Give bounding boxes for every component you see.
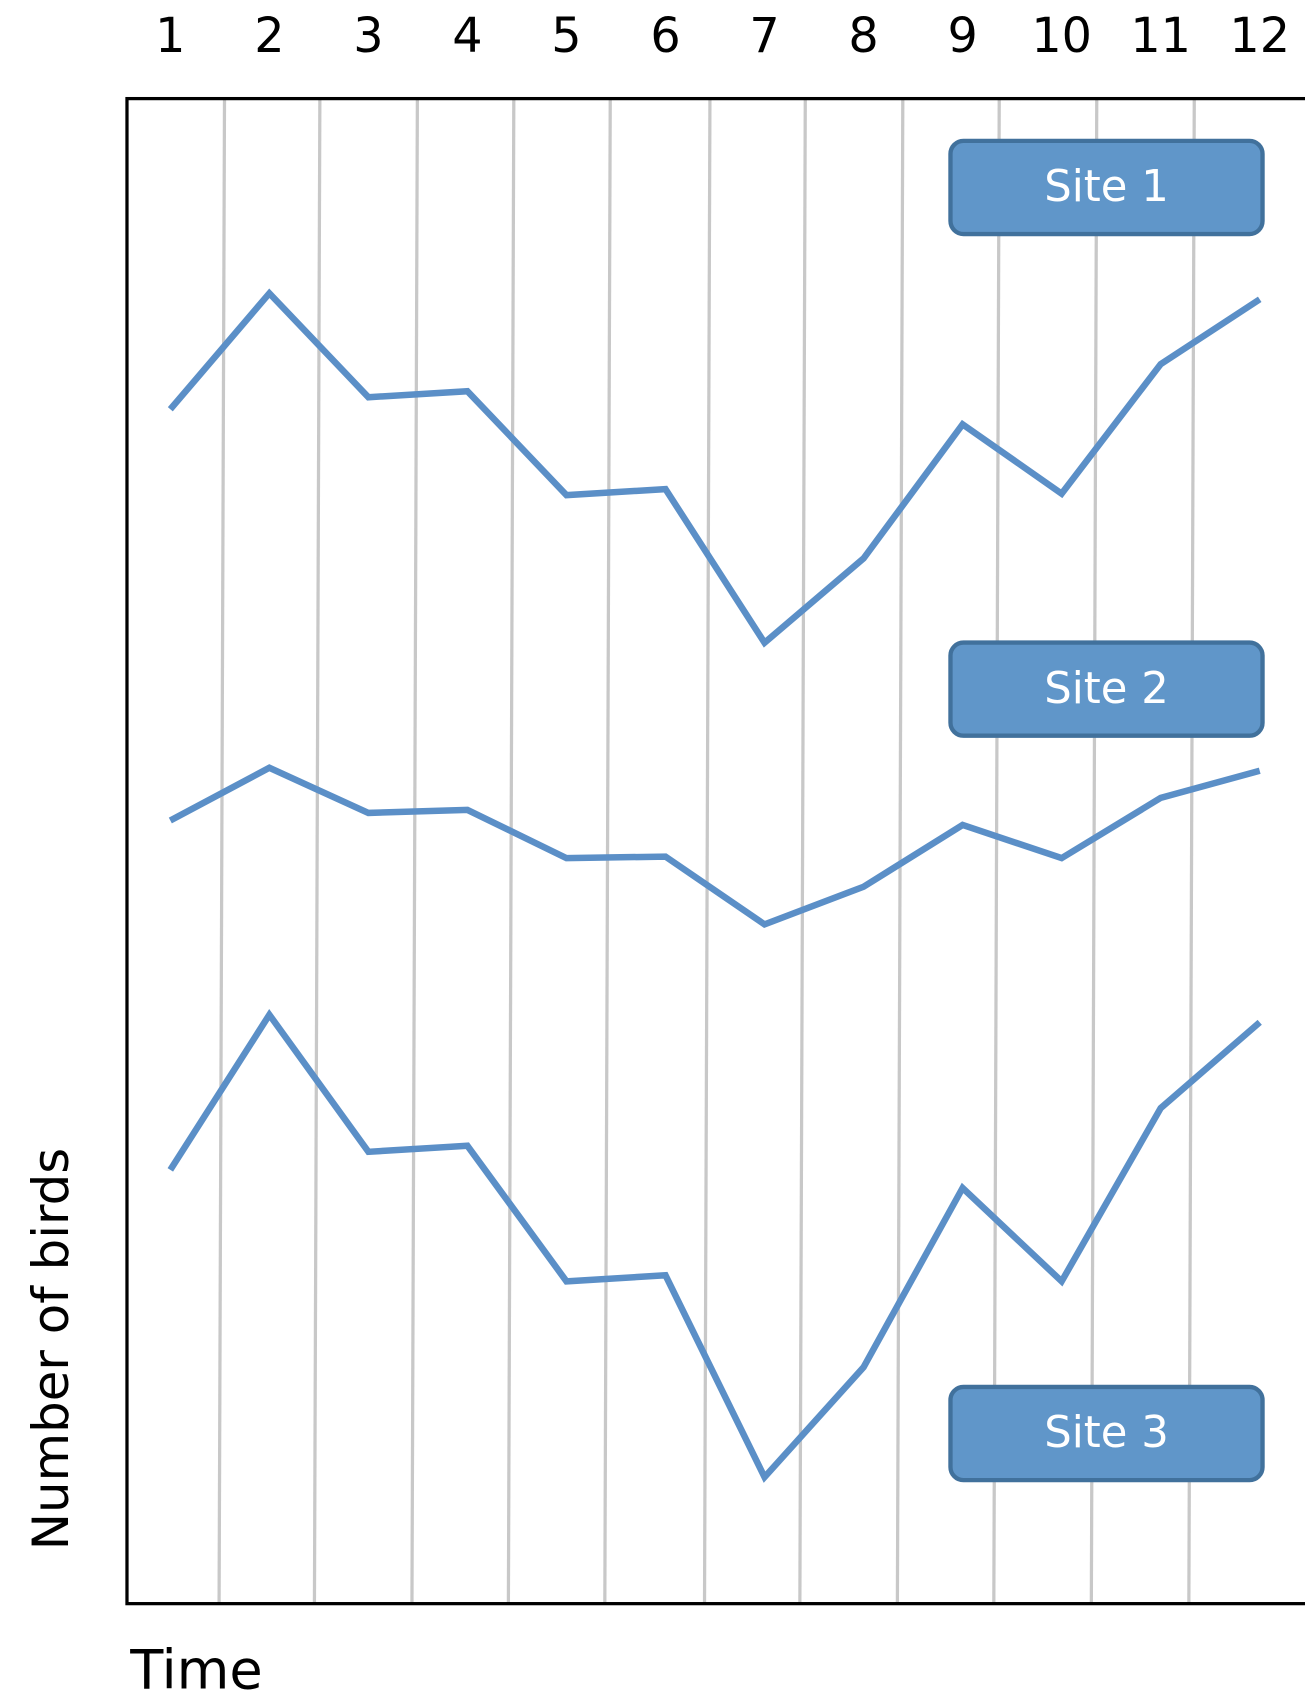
x-tick-label: 6 — [650, 9, 680, 64]
x-tick-label: 12 — [1229, 9, 1290, 64]
grid-stripe — [992, 99, 1001, 1604]
x-tick-label: 1 — [155, 9, 185, 64]
series-label-box — [948, 138, 1265, 237]
plot-frame — [125, 96, 1305, 1606]
series-line — [168, 764, 1261, 929]
grid-stripe — [217, 99, 227, 1604]
series-label-text: Site 1 — [1044, 162, 1169, 212]
series-label: Site 2 — [948, 640, 1265, 738]
series-label-text: Site 3 — [1044, 1408, 1169, 1458]
x-tick-label: 9 — [947, 9, 977, 64]
series-label-box — [948, 1384, 1265, 1483]
grid-stripe — [506, 99, 516, 1604]
x-tick-label: 8 — [848, 9, 878, 64]
grid-stripe — [702, 99, 712, 1604]
x-tick-label: 2 — [254, 9, 284, 64]
grid-stripe — [603, 99, 612, 1604]
grid-stripe — [410, 99, 419, 1604]
grid-stripe — [1187, 99, 1196, 1604]
x-tick-label: 10 — [1031, 9, 1092, 64]
series-label-box — [948, 640, 1265, 738]
series-label: Site 3 — [948, 1384, 1265, 1483]
grid-stripe — [895, 99, 905, 1604]
x-tick-label: 4 — [452, 9, 482, 64]
grid-stripe — [1089, 99, 1099, 1604]
series-line — [167, 1008, 1262, 1483]
series-line — [167, 288, 1262, 648]
x-tick-label: 5 — [551, 9, 581, 64]
series-label: Site 1 — [948, 138, 1265, 237]
x-tick-label: 7 — [749, 9, 779, 64]
x-tick-label: 11 — [1130, 9, 1191, 64]
x-tick-label: 3 — [353, 9, 383, 64]
grid — [217, 99, 1196, 1604]
series-label-text: Site 2 — [1044, 664, 1169, 714]
x-axis-label: Time — [129, 1639, 263, 1699]
grid-stripe — [312, 99, 322, 1604]
grid-stripe — [798, 99, 807, 1604]
y-axis-label: Number of birds — [22, 1148, 80, 1551]
